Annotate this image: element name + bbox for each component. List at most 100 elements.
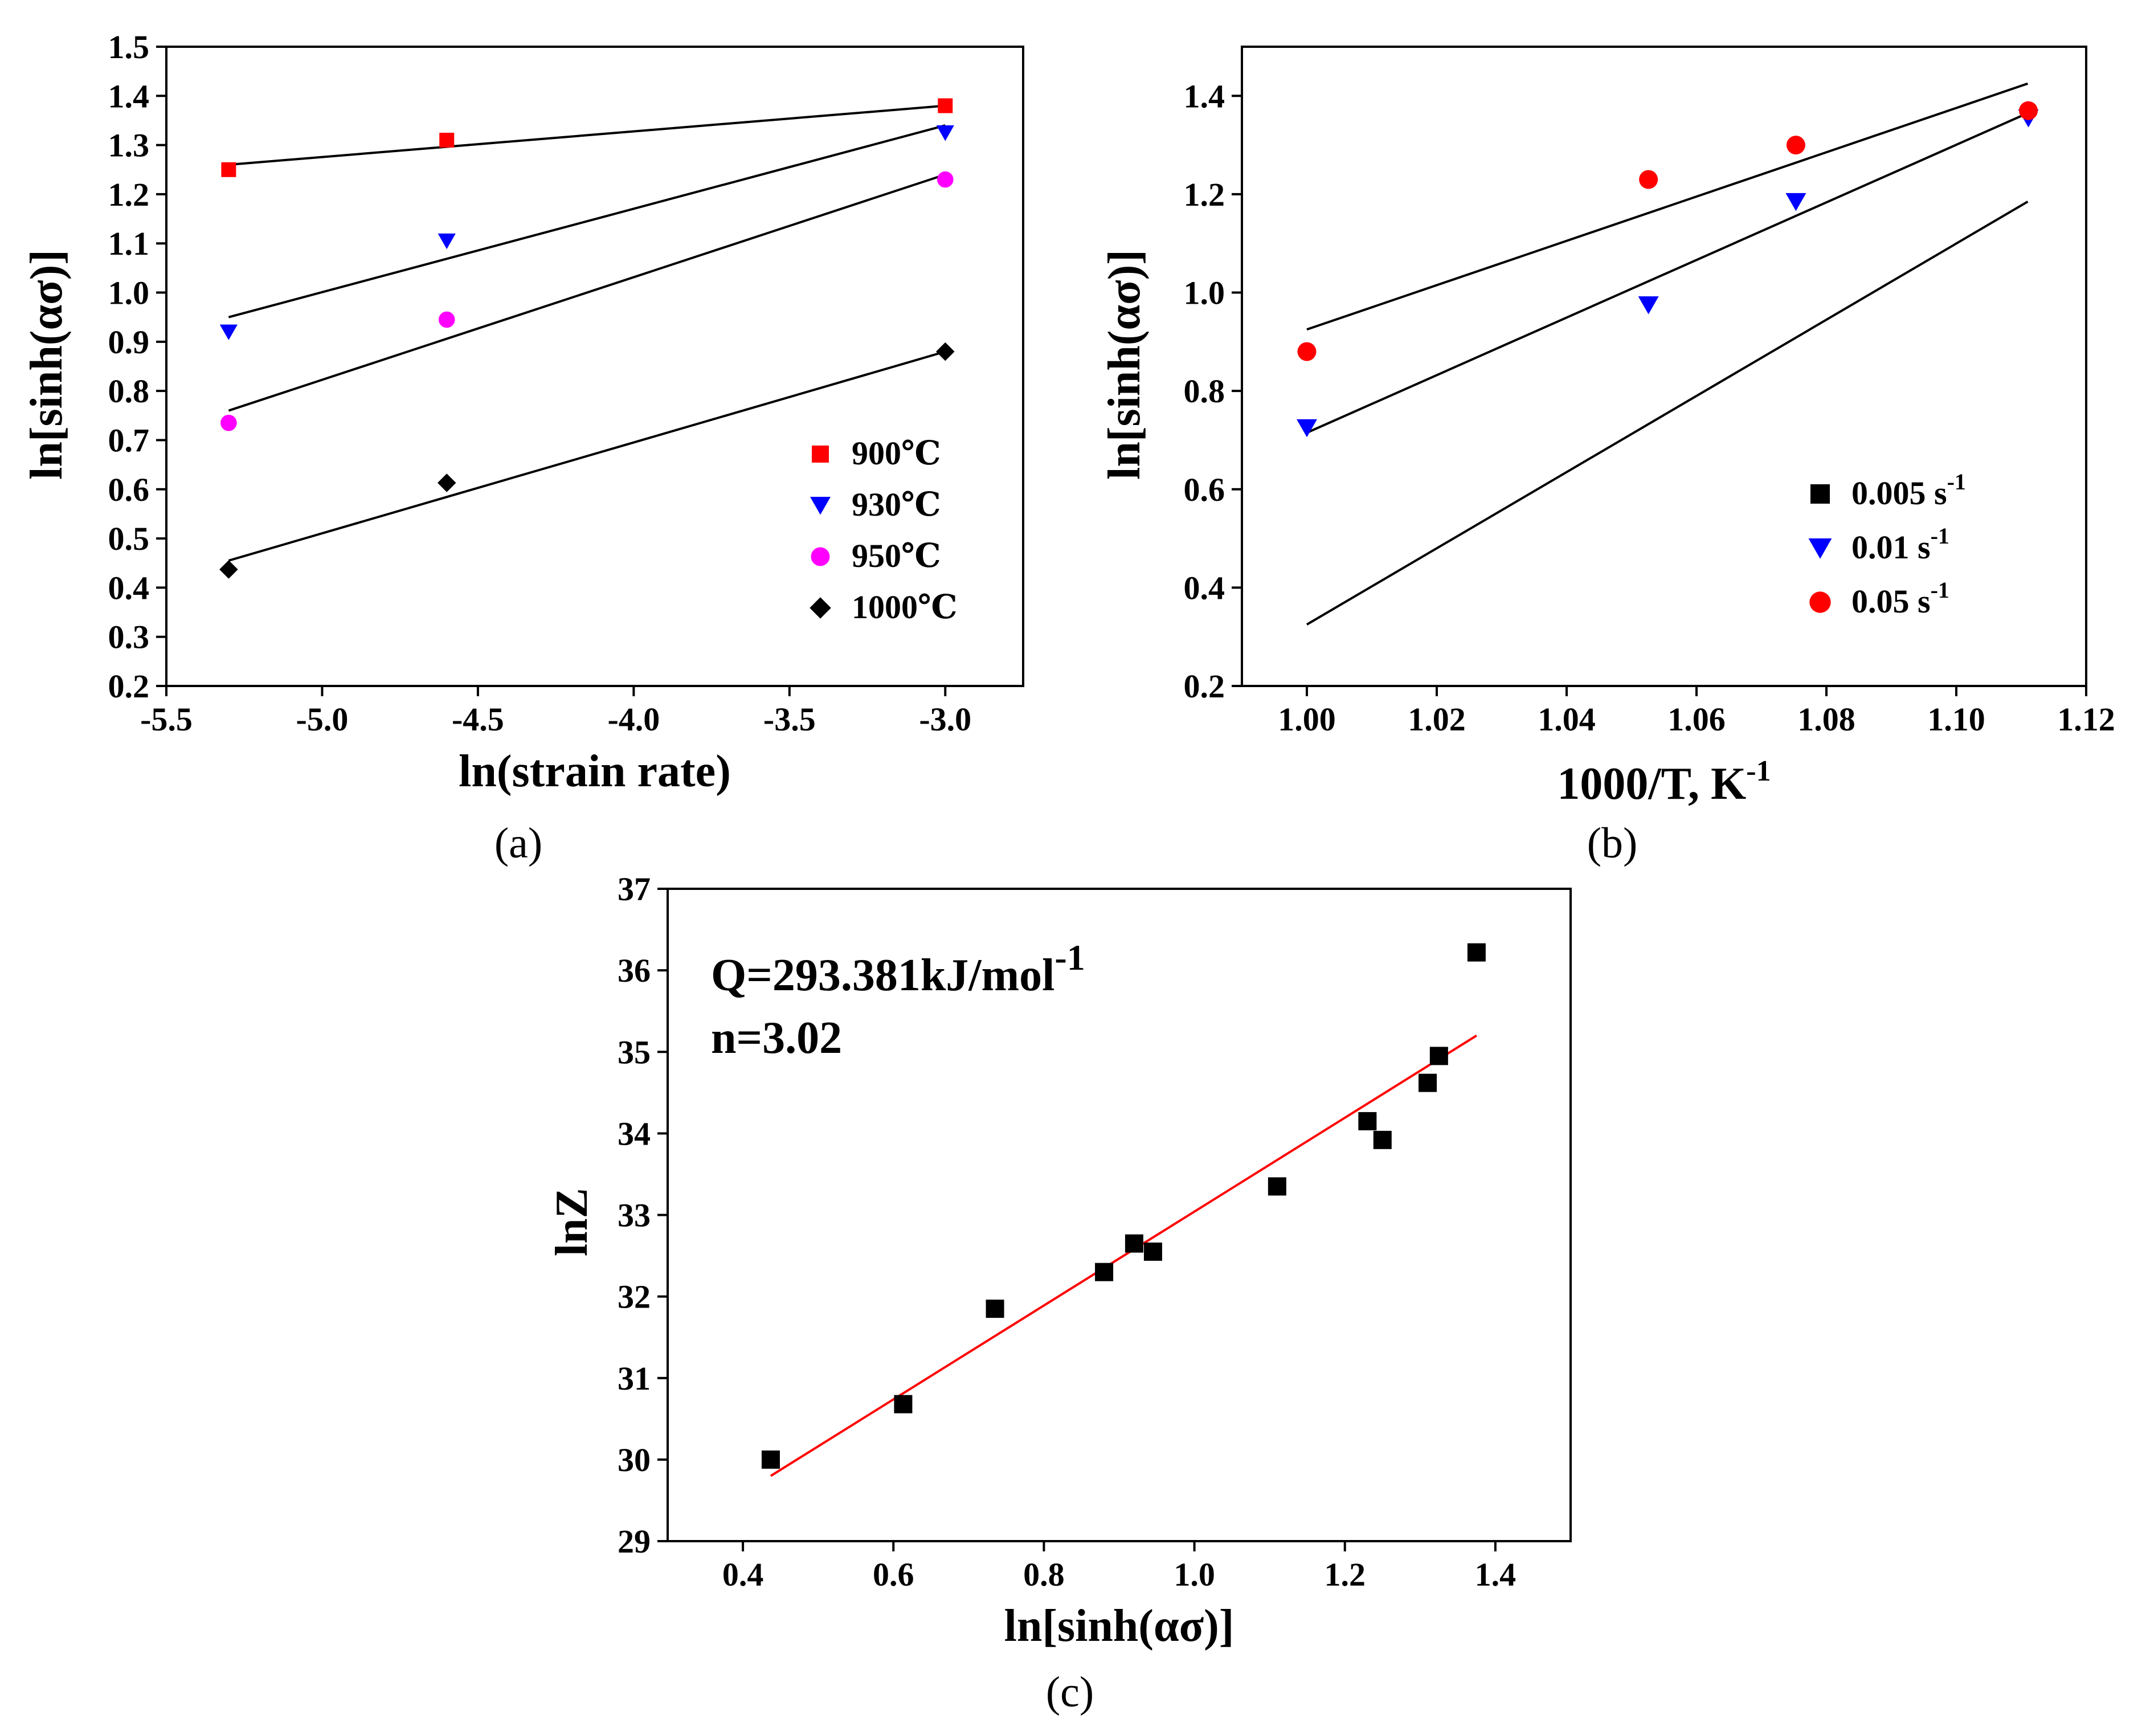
x-tick-label: 1.4 bbox=[1475, 1556, 1516, 1593]
x-tick-label: -4.0 bbox=[607, 701, 660, 738]
fit-line bbox=[228, 104, 946, 166]
x-tick-label: 1.2 bbox=[1325, 1556, 1366, 1593]
fit-line bbox=[228, 350, 946, 562]
x-axis-label: 1000/T, K-1 bbox=[1557, 755, 1771, 809]
y-tick-label: 0.7 bbox=[108, 422, 150, 459]
data-point bbox=[1143, 1242, 1162, 1261]
chart-panel-c: 0.4 0.6 0.8 1.0 1.2 1.4 29 30 31 32 33 34 35 36 37 ln[s… bbox=[547, 871, 1572, 1716]
data-point bbox=[894, 1395, 913, 1414]
y-tick-label: 0.9 bbox=[108, 324, 150, 361]
legend-label-superscript: -1 bbox=[1947, 469, 1966, 495]
legend-label: 900℃ bbox=[852, 435, 941, 472]
data-point bbox=[1095, 1263, 1114, 1281]
chart-panel-b: 1.00 1.02 1.04 1.06 1.08 1.10 1.12 0.2 0.4 0.6 0.8… bbox=[1099, 46, 2115, 867]
fit-line bbox=[228, 124, 946, 318]
x-tick-label: -5.0 bbox=[296, 701, 349, 738]
y-tick-label: 32 bbox=[618, 1278, 651, 1316]
y-tick-label: 37 bbox=[618, 871, 651, 908]
data-point bbox=[1268, 1177, 1286, 1196]
legend-marker bbox=[811, 547, 830, 566]
x-tick-label: 1.08 bbox=[1797, 701, 1855, 738]
y-tick-label: 0.4 bbox=[108, 569, 150, 606]
stress-exponent-annotation: n=3.02 bbox=[711, 1013, 842, 1063]
data-point bbox=[438, 311, 455, 328]
y-tick-label: 1.1 bbox=[108, 225, 150, 262]
legend-label: 0.05 s-1 bbox=[1851, 577, 1949, 620]
data-point bbox=[219, 560, 238, 579]
y-tick-label: 0.3 bbox=[108, 619, 150, 656]
data-point bbox=[1429, 1047, 1448, 1065]
legend-marker bbox=[1810, 484, 1830, 504]
activation-energy-annotation: Q=293.381kJ/mol-1 bbox=[711, 937, 1085, 1000]
data-point bbox=[439, 132, 455, 148]
data-point bbox=[1297, 342, 1317, 361]
x-axis-label: ln[sinh(ασ)] bbox=[1004, 1601, 1235, 1651]
x-tick-label: 1.02 bbox=[1408, 701, 1466, 738]
data-point bbox=[986, 1300, 1004, 1318]
data-point bbox=[438, 233, 456, 250]
legend-label: 950℃ bbox=[852, 537, 941, 574]
x-tick-label: -3.5 bbox=[763, 701, 816, 738]
data-point bbox=[1125, 1234, 1143, 1253]
data-point bbox=[761, 1450, 780, 1469]
y-tick-label: 0.6 bbox=[108, 471, 150, 508]
chart-panel-a: -5.5 -5.0 -4.5 -4.0 -3.5 -3.0 0.2 0.3 0.4 0.5 0.6 0… bbox=[22, 28, 1024, 867]
data-point bbox=[937, 171, 954, 188]
legend-label: 0.01 s-1 bbox=[1851, 523, 1949, 566]
y-tick-label: 35 bbox=[618, 1034, 651, 1071]
y-tick-label: 29 bbox=[618, 1523, 651, 1560]
data-point bbox=[2019, 101, 2038, 120]
legend-marker bbox=[810, 497, 831, 515]
legend-label-superscript: -1 bbox=[1931, 523, 1949, 549]
y-tick-label: 1.2 bbox=[108, 176, 150, 213]
y-tick-label: 1.5 bbox=[108, 28, 150, 66]
legend-marker bbox=[1808, 538, 1832, 559]
fit-line bbox=[770, 1034, 1477, 1477]
y-tick-label: 0.6 bbox=[1184, 471, 1225, 508]
data-point bbox=[221, 162, 236, 177]
panel-label: (b) bbox=[1587, 819, 1638, 867]
y-tick-label: 0.2 bbox=[108, 668, 150, 705]
plot-frame bbox=[1241, 46, 2087, 687]
y-tick-label: 31 bbox=[618, 1360, 651, 1397]
y-tick-label: 1.0 bbox=[1184, 275, 1225, 312]
x-tick-label: 1.10 bbox=[1927, 701, 1985, 738]
panel-label: (c) bbox=[1046, 1668, 1094, 1716]
legend-marker bbox=[1809, 591, 1831, 613]
data-point bbox=[1638, 296, 1659, 314]
x-axis-label: ln(strain rate) bbox=[459, 746, 731, 796]
legend-label: 0.005 s-1 bbox=[1851, 469, 1966, 512]
y-tick-label: 1.0 bbox=[108, 275, 150, 312]
y-tick-label: 1.4 bbox=[108, 77, 150, 115]
x-tick-label: -3.0 bbox=[919, 701, 971, 738]
x-axis-label-superscript: -1 bbox=[1746, 755, 1771, 787]
x-tick-label: 1.04 bbox=[1538, 701, 1596, 738]
fit-line bbox=[228, 173, 946, 412]
data-point bbox=[220, 414, 237, 431]
y-tick-label: 36 bbox=[618, 952, 651, 989]
data-point bbox=[1639, 170, 1658, 189]
x-tick-label: 0.6 bbox=[873, 1556, 914, 1593]
x-tick-label: -5.5 bbox=[140, 701, 193, 738]
y-tick-label: 1.4 bbox=[1184, 77, 1225, 115]
y-tick-label: 0.5 bbox=[108, 520, 150, 557]
legend-marker bbox=[812, 446, 829, 463]
x-tick-label: -4.5 bbox=[452, 701, 504, 738]
data-point bbox=[936, 125, 954, 141]
panel-label: (a) bbox=[494, 819, 542, 867]
y-axis-label: lnZ bbox=[547, 1188, 597, 1256]
data-point bbox=[1785, 193, 1806, 211]
y-tick-label: 1.3 bbox=[108, 127, 150, 164]
legend-label: 1000℃ bbox=[852, 589, 958, 626]
fit-line bbox=[1306, 112, 2029, 434]
y-tick-label: 0.8 bbox=[108, 373, 150, 410]
fit-line bbox=[1306, 201, 2029, 626]
data-point bbox=[938, 98, 953, 113]
fit-line bbox=[1306, 82, 2029, 331]
y-tick-label: 1.2 bbox=[1184, 176, 1225, 213]
plot-frame bbox=[165, 46, 1024, 687]
y-tick-label: 0.8 bbox=[1184, 373, 1225, 410]
data-point bbox=[936, 342, 955, 361]
data-point bbox=[437, 473, 456, 492]
